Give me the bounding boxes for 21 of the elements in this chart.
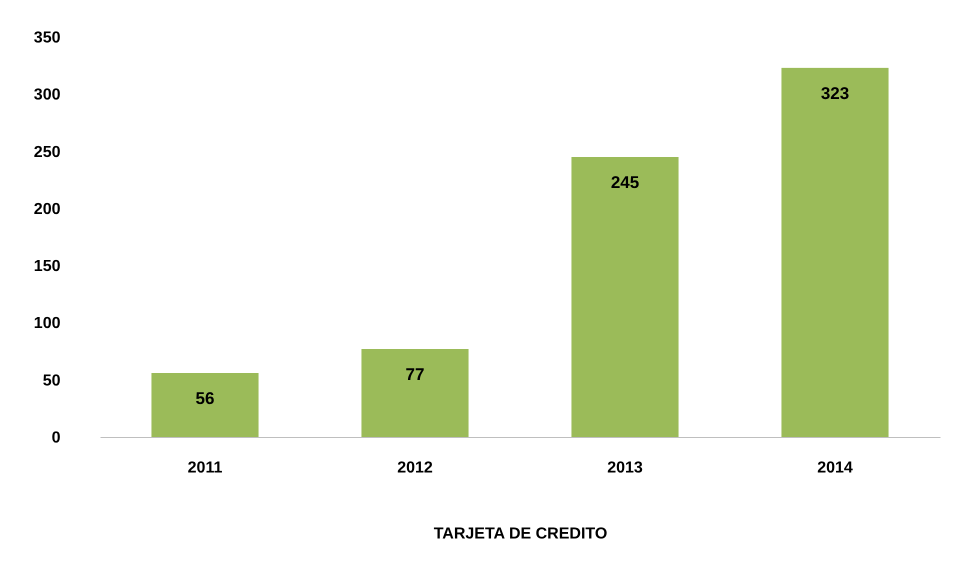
x-axis-title: TARJETA DE CREDITO [434,526,608,542]
y-tick-label: 350 [34,30,61,46]
x-tick-label: 2013 [607,460,643,476]
data-label: 245 [610,173,640,192]
bar [151,373,259,437]
x-tick-label: 2014 [817,460,853,476]
data-label: 56 [196,389,214,408]
y-tick-label: 250 [34,144,61,161]
y-tick-label: 200 [34,200,61,218]
y-tick-label: 0 [52,430,61,446]
bar [781,68,889,437]
x-tick-label: 2011 [188,460,222,476]
bar [571,157,679,437]
y-tick-label: 100 [34,315,61,332]
y-tick-label: 150 [34,258,61,276]
y-tick-label: 300 [34,86,61,104]
y-tick-label: 50 [42,372,61,390]
data-label: 77 [406,365,424,384]
bar [361,349,469,437]
x-tick-label: 2012 [397,460,433,476]
data-label: 323 [820,84,850,103]
